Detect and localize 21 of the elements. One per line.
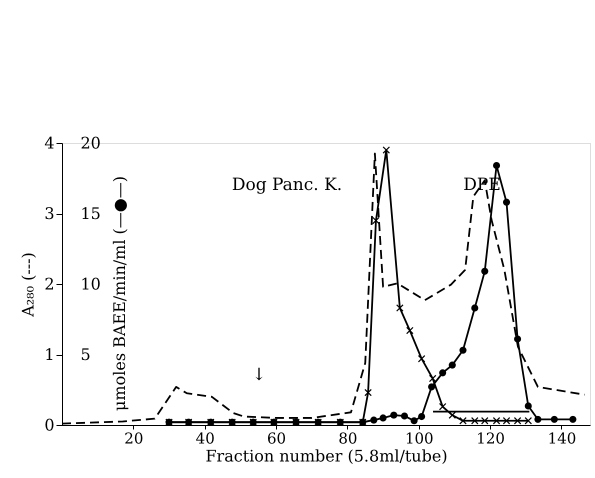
x-tick-label: 120 <box>476 430 505 448</box>
x-tick-label: 20 <box>124 430 144 448</box>
annotation: ↓ <box>252 365 266 385</box>
y-axis-title: A₂₈₀ (---) <box>18 252 38 318</box>
y2-tick-label: 15 <box>80 204 101 223</box>
x-axis-title: Fraction number (5.8ml/tube) <box>205 446 448 466</box>
y2-tick-label: 5 <box>80 345 91 364</box>
y-tick-label: 2 <box>44 274 54 294</box>
y-tick-label: 1 <box>44 345 54 364</box>
y2-tick-label: 10 <box>80 274 101 294</box>
annotation: Dog Panc. K. <box>232 175 342 195</box>
y-tick-label: 3 <box>44 204 54 223</box>
y-tick-label: 0 <box>44 416 54 434</box>
y-tick-label: 4 <box>44 134 54 152</box>
x-tick-label: 140 <box>548 430 576 448</box>
y2-tick-label: 20 <box>80 134 101 152</box>
x-tick-label: 40 <box>196 430 215 448</box>
x-tick-label: 60 <box>267 430 286 448</box>
x-tick-label: 100 <box>404 430 434 448</box>
y2-axis-title: μmoles BAEE/min/ml (—●—) <box>110 176 129 411</box>
x-tick-label: 80 <box>338 430 358 448</box>
